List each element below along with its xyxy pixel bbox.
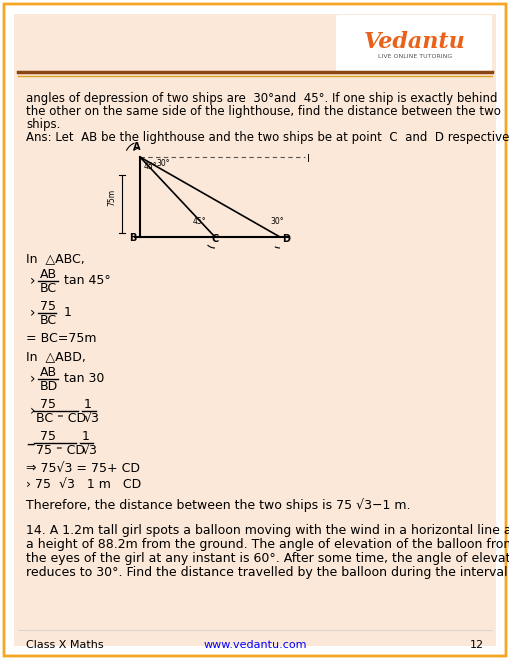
Text: √3: √3 — [84, 412, 100, 425]
Text: 75 ⁼ CD: 75 ⁼ CD — [36, 444, 85, 457]
Text: the eyes of the girl at any instant is 60°. After some time, the angle of elevat: the eyes of the girl at any instant is 6… — [26, 552, 509, 565]
Text: tan 30: tan 30 — [64, 372, 104, 385]
Text: LIVE ONLINE TUTORING: LIVE ONLINE TUTORING — [377, 55, 451, 59]
Text: Vedantu: Vedantu — [363, 31, 465, 53]
Text: a height of 88.2m from the ground. The angle of elevation of the balloon from: a height of 88.2m from the ground. The a… — [26, 538, 509, 551]
Text: www.vedantu.com: www.vedantu.com — [203, 640, 306, 650]
Text: the other on the same side of the lighthouse, find the distance between the two: the other on the same side of the lighth… — [26, 105, 500, 118]
Text: 1: 1 — [64, 306, 72, 319]
Text: 30°: 30° — [269, 217, 283, 226]
Text: Therefore, the distance between the two ships is 75 √3−1 m.: Therefore, the distance between the two … — [26, 498, 410, 512]
Text: BC: BC — [40, 314, 57, 327]
Text: 1: 1 — [82, 430, 90, 443]
Text: ›: › — [30, 372, 36, 386]
Text: –: – — [26, 435, 34, 453]
Text: angles of depression of two ships are  30°and  45°. If one ship is exactly behin: angles of depression of two ships are 30… — [26, 92, 496, 105]
Text: BC: BC — [40, 282, 57, 295]
Text: ⇒ 75√3 = 75+ CD: ⇒ 75√3 = 75+ CD — [26, 462, 140, 475]
Text: 12: 12 — [469, 640, 483, 650]
Text: ships.: ships. — [26, 118, 60, 131]
Text: BD: BD — [40, 380, 58, 393]
Text: D: D — [281, 234, 290, 244]
Text: 30°: 30° — [156, 159, 169, 168]
FancyBboxPatch shape — [335, 15, 491, 73]
Text: = BC=75m: = BC=75m — [26, 332, 96, 345]
Text: › 75  √3   1 m   CD: › 75 √3 1 m CD — [26, 478, 141, 491]
Text: I: I — [306, 154, 309, 164]
Text: 75: 75 — [40, 430, 56, 443]
Text: 14. A 1.2m tall girl spots a balloon moving with the wind in a horizontal line a: 14. A 1.2m tall girl spots a balloon mov… — [26, 524, 509, 537]
Text: ›: › — [30, 274, 36, 288]
Text: AB: AB — [40, 268, 57, 281]
Text: BC ⁼ CD: BC ⁼ CD — [36, 412, 86, 425]
FancyBboxPatch shape — [14, 14, 495, 646]
Text: 45°: 45° — [144, 162, 157, 171]
Text: 1: 1 — [84, 398, 92, 411]
Text: Class X Maths: Class X Maths — [26, 640, 103, 650]
Text: In  △ABD,: In △ABD, — [26, 350, 86, 363]
Text: 45°: 45° — [192, 217, 206, 226]
Text: reduces to 30°. Find the distance travelled by the balloon during the interval.: reduces to 30°. Find the distance travel… — [26, 566, 509, 579]
Text: In  △ABC,: In △ABC, — [26, 252, 84, 265]
Text: 75m: 75m — [107, 189, 116, 205]
Text: ›: › — [30, 306, 36, 320]
Text: ›: › — [30, 404, 36, 418]
FancyBboxPatch shape — [4, 4, 505, 656]
Text: tan 45°: tan 45° — [64, 274, 110, 287]
Text: √3: √3 — [82, 444, 98, 457]
Text: AB: AB — [40, 366, 57, 379]
Text: C: C — [212, 234, 219, 244]
Text: B: B — [129, 233, 136, 243]
Text: 75: 75 — [40, 398, 56, 411]
Text: 75: 75 — [40, 300, 56, 313]
Text: Ans: Let  AB be the lighthouse and the two ships be at point  C  and  D respecti: Ans: Let AB be the lighthouse and the tw… — [26, 131, 509, 144]
Text: A: A — [133, 142, 140, 152]
